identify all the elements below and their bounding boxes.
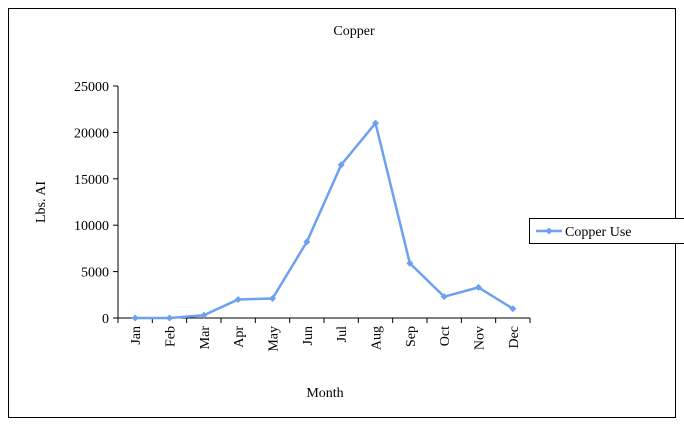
marker [372, 119, 379, 127]
x-tick-label: Dec [507, 326, 522, 349]
y-tick-label: 15000 [74, 173, 109, 188]
x-tick-label: Jun [301, 326, 316, 345]
y-tick-label: 20000 [74, 126, 109, 141]
chart-title: Copper [333, 24, 375, 39]
y-tick-label: 10000 [74, 219, 109, 234]
y-tick-label: 0 [102, 312, 109, 327]
marker [166, 314, 173, 322]
legend-box [529, 218, 684, 244]
x-tick-label: Nov [473, 326, 488, 350]
x-tick-label: Jan [129, 326, 144, 345]
marker [234, 295, 242, 303]
x-tick-label: Apr [232, 326, 247, 348]
line-series [135, 121, 514, 320]
y-tick-label: 25000 [74, 80, 109, 95]
x-tick-label: Jul [335, 326, 350, 342]
marker [509, 305, 517, 313]
marker [406, 259, 414, 267]
marker [440, 293, 448, 301]
legend-marker [545, 227, 553, 235]
marker [269, 295, 276, 303]
x-axis-label: Month [306, 386, 343, 401]
x-tick-label: Oct [438, 326, 453, 346]
x-tick-label: Aug [370, 326, 385, 350]
y-axis-label: Lbs. AI [34, 181, 49, 223]
marker [200, 311, 208, 319]
marker [337, 161, 345, 169]
chart-border [8, 8, 676, 418]
marker [303, 238, 311, 246]
x-tick-label: Feb [164, 326, 179, 347]
legend-label: Copper Use [565, 225, 632, 240]
x-tick-label: May [267, 326, 282, 352]
y-tick-label: 5000 [81, 266, 109, 281]
x-tick-label: Sep [404, 326, 419, 347]
marker [475, 283, 482, 291]
x-tick-label: Mar [198, 326, 213, 350]
marker [131, 314, 139, 322]
